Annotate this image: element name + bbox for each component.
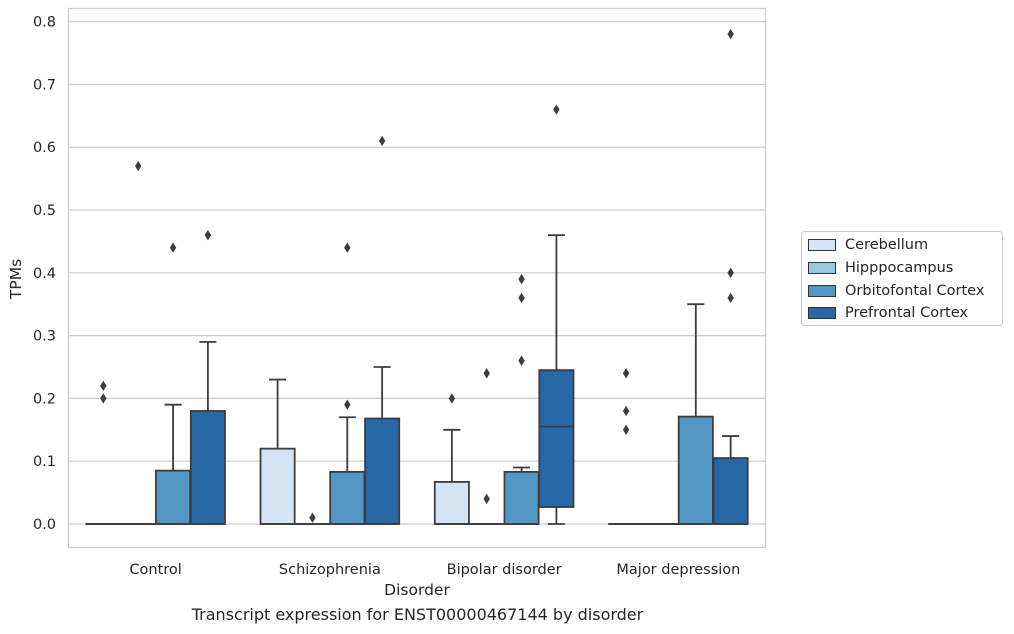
box-group: [468, 368, 505, 525]
y-tick-label: 0.0: [33, 517, 56, 533]
outlier-point: [448, 393, 456, 404]
legend-swatch-orbitofrontal-cortex: [808, 285, 836, 297]
outlier-point: [727, 267, 734, 278]
y-tick-label: 0.6: [33, 140, 56, 156]
outlier-point: [483, 368, 490, 379]
outlier-point: [135, 160, 142, 172]
box-group: [329, 242, 366, 525]
box-group: [155, 242, 192, 525]
outlier-point: [518, 355, 525, 366]
legend-label-hippocampus: Hipppocampus: [845, 260, 954, 276]
legend-swatch-hippocampus: [808, 262, 836, 274]
box-group: [677, 303, 714, 525]
legend-label-cerebellum: Cerebellum: [845, 237, 929, 253]
y-axis-label: TPMs: [7, 259, 25, 300]
box: [712, 457, 749, 525]
plot-area: [67, 7, 767, 549]
outlier-point: [622, 424, 630, 435]
x-tick-label: Control: [129, 562, 181, 578]
outlier-point: [553, 104, 560, 115]
x-tick-label: Major depression: [616, 562, 740, 578]
legend-label-prefrontal-cortex: Prefrontal Cortex: [845, 305, 968, 321]
boxes: [85, 28, 749, 525]
legend: Cerebellum Hipppocampus Orbitofontal Cor…: [801, 231, 1003, 326]
y-tick-label: 0.7: [33, 77, 56, 93]
y-tick-label: 0.1: [33, 454, 56, 470]
box: [329, 470, 366, 525]
box: [503, 470, 540, 525]
outlier-point: [727, 292, 734, 304]
box-group: [712, 28, 749, 525]
legend-item-hippocampus: Hipppocampus: [808, 259, 953, 277]
legend-item-cerebellum: Cerebellum: [808, 236, 928, 254]
outlier-point: [518, 292, 525, 304]
outlier-point: [622, 368, 630, 379]
y-tick-label: 0.3: [33, 329, 56, 345]
x-axis-label: Disorder: [384, 581, 450, 599]
outlier-point: [309, 512, 316, 523]
x-axis-ticks: Control Schizophrenia Bipolar disorder Majo…: [129, 562, 740, 578]
box: [677, 415, 714, 525]
box-group: [433, 393, 470, 525]
legend-item-prefrontal-cortex: Prefrontal Cortex: [808, 304, 968, 322]
box: [538, 369, 575, 508]
outlier-point: [344, 399, 351, 410]
box: [189, 410, 226, 525]
outlier-point: [378, 135, 386, 147]
outlier-point: [727, 28, 734, 40]
legend-label-orbitofrontal-cortex: Orbitofontal Cortex: [845, 283, 985, 299]
figure-caption: Transcript expression for ENST0000046714…: [191, 605, 644, 624]
outlier-point: [169, 242, 177, 253]
y-tick-label: 0.4: [33, 266, 56, 282]
y-tick-label: 0.8: [33, 15, 56, 31]
legend-item-orbitofrontal-cortex: Orbitofontal Cortex: [808, 282, 984, 300]
box: [433, 481, 470, 525]
outlier-point: [204, 229, 212, 241]
outlier-point: [344, 242, 351, 253]
outlier-point: [483, 493, 490, 505]
x-tick-label: Schizophrenia: [279, 562, 381, 578]
outlier-point: [622, 405, 630, 417]
box-group: [189, 229, 226, 525]
outlier-point: [100, 393, 107, 404]
x-tick-label: Bipolar disorder: [447, 562, 562, 578]
legend-swatch-prefrontal-cortex: [808, 307, 836, 319]
box-group: [503, 273, 540, 525]
y-axis-ticks: 0.0 0.1 0.2 0.3 0.4 0.5 0.6 0.7 0.8: [33, 15, 56, 533]
y-tick-label: 0.2: [33, 391, 56, 407]
box-group: [85, 380, 122, 525]
legend-swatch-cerebellum: [808, 239, 836, 251]
box: [259, 447, 296, 525]
outlier-point: [518, 273, 525, 285]
box-group: [538, 104, 575, 525]
box: [155, 469, 192, 525]
y-tick-label: 0.5: [33, 203, 56, 219]
box-group: [364, 135, 401, 525]
outlier-point: [100, 380, 107, 392]
box-group: [259, 378, 296, 525]
box: [364, 417, 401, 525]
